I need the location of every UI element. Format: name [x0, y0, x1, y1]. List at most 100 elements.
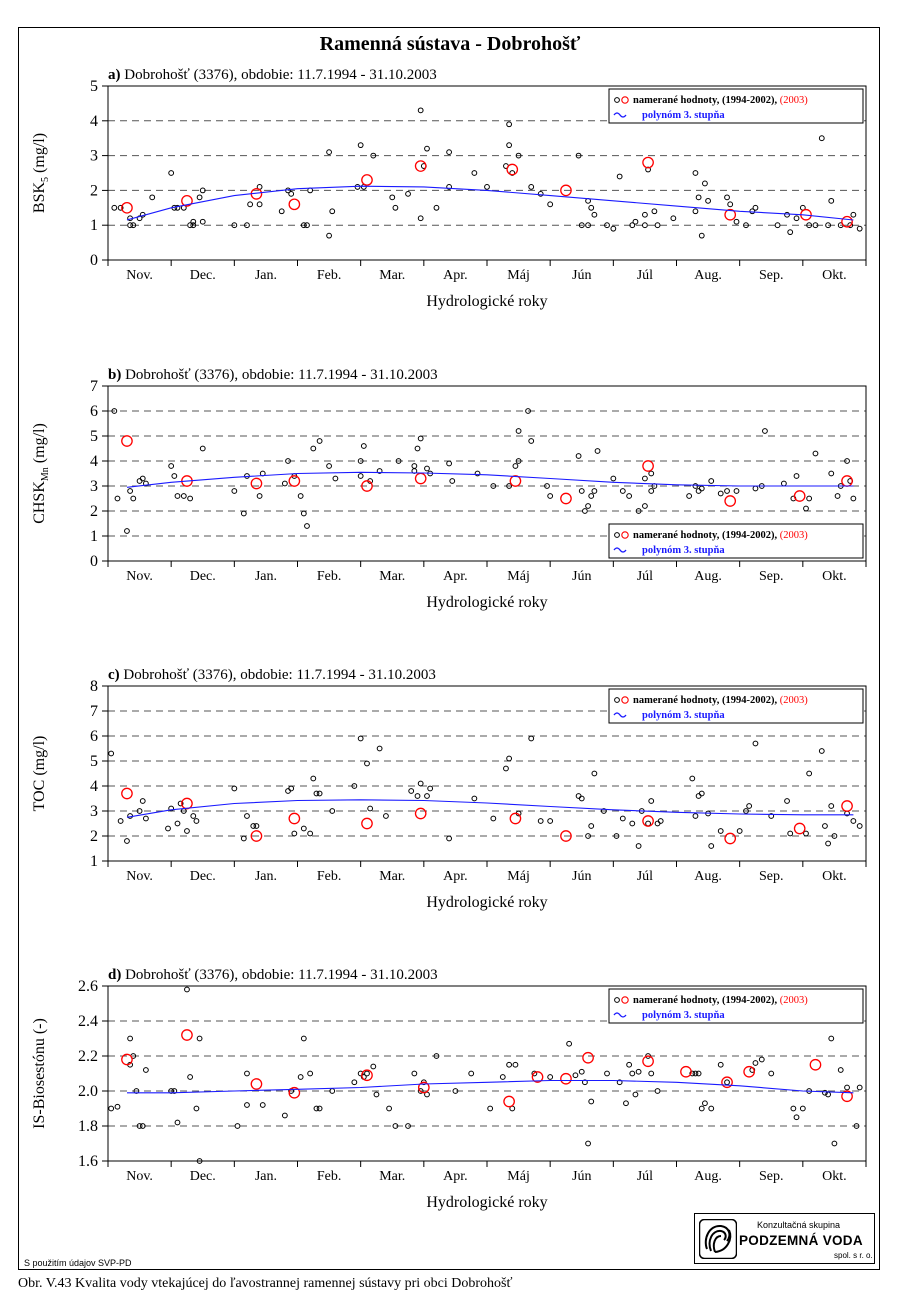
y-tick-label: 4 [90, 113, 98, 130]
data-point [736, 828, 743, 834]
data-point [199, 445, 206, 452]
y-axis-label: BSK5 (mg/l) [31, 133, 51, 213]
data-point [433, 1053, 440, 1059]
data-point [613, 833, 620, 839]
y-axis-label-main: CHSK [31, 481, 48, 524]
x-tick-label: Aug. [694, 268, 722, 283]
data-point-2003 [414, 472, 427, 485]
x-tick-label: Aug. [694, 869, 722, 884]
y-tick-label: 2.4 [78, 1013, 98, 1030]
data-point [585, 1140, 591, 1147]
data-point-2003 [560, 830, 572, 842]
legend: namerané hodnoty, (1994-2002), (2003) pol… [608, 988, 864, 1024]
legend-line-marker [613, 112, 627, 118]
data-point [702, 180, 708, 187]
data-point [307, 830, 314, 837]
data-point [424, 145, 430, 152]
data-point [256, 493, 263, 499]
y-axis-label-unit: (mg/l) [31, 423, 48, 467]
data-point [127, 488, 134, 494]
data-point [184, 828, 190, 834]
logo-line-1: Konzultačná skupina [757, 1220, 841, 1230]
data-point [575, 453, 582, 459]
data-point [635, 508, 642, 514]
legend-box [608, 88, 864, 124]
data-point [424, 465, 430, 472]
data-point [332, 475, 339, 482]
data-point [506, 1061, 513, 1068]
data-point [780, 480, 787, 487]
y-axis-label: TOC (mg/l) [31, 736, 48, 812]
y-tick-label: 0 [90, 252, 98, 269]
data-point [392, 204, 399, 211]
data-point-2003 [841, 1090, 853, 1103]
data-point [847, 222, 854, 229]
data-point [196, 194, 203, 201]
data-point [642, 503, 648, 509]
data-point [654, 222, 661, 229]
data-point-2003 [721, 1076, 733, 1089]
data-point [304, 523, 310, 529]
data-point [351, 783, 358, 789]
data-point [285, 788, 291, 794]
y-axis-label-unit: (mg/l) [31, 736, 48, 780]
y-axis-label: IS-Biosestónu (-) [31, 1018, 48, 1129]
data-point [689, 1070, 696, 1077]
data-point [326, 149, 332, 156]
data-point [259, 1102, 266, 1108]
source-note: S použitím údajov SVP-PD [24, 1258, 132, 1268]
y-tick-label: 4 [90, 453, 98, 470]
data-point [291, 830, 298, 837]
chart-2: b) Dobrohošť (3376), obdobie: 11.7.1994 … [31, 367, 867, 611]
data-point [389, 194, 396, 201]
legend-marker-2003 [621, 96, 629, 104]
data-point [244, 1070, 250, 1077]
data-point [168, 170, 175, 176]
chart-title: b) Dobrohošť (3376), obdobie: 11.7.1994 … [108, 367, 438, 383]
data-point [171, 473, 178, 479]
y-tick-label: 1 [90, 528, 98, 545]
legend: namerané hodnoty, (1994-2002), (2003) pol… [608, 88, 864, 124]
x-tick-label: Jan. [255, 268, 277, 283]
data-point [433, 204, 440, 211]
data-point [774, 222, 781, 229]
x-tick-label: Feb. [317, 869, 342, 884]
data-point [300, 222, 307, 229]
data-point [376, 745, 383, 752]
data-point [698, 485, 705, 492]
data-point [528, 184, 535, 190]
data-point [831, 833, 838, 839]
data-point [632, 1091, 639, 1098]
data-point [357, 735, 364, 742]
data-point [547, 1074, 554, 1080]
data-point [547, 818, 554, 824]
y-axis-label-unit: (-) [31, 1018, 48, 1038]
data-point [698, 1105, 705, 1112]
legend-polynomial-label: polynóm 3. stupňa [642, 710, 725, 721]
data-point [610, 225, 617, 232]
x-tick-label: Dec. [190, 569, 216, 584]
polynomial-line [126, 799, 854, 818]
data-point [193, 818, 200, 824]
data-point [850, 495, 857, 502]
data-point [427, 785, 434, 792]
data-point-2003 [288, 812, 301, 825]
data-point [717, 828, 724, 834]
data-point [619, 488, 626, 494]
data-point [604, 222, 610, 229]
data-point [304, 222, 310, 229]
data-point-2003 [680, 1065, 692, 1078]
data-point [834, 493, 841, 499]
legend-marker-2003 [621, 696, 629, 704]
company-logo: Konzultačná skupina PODZEMNÁ VODA spol. … [694, 1213, 875, 1264]
data-point-2003 [743, 1065, 755, 1078]
y-tick-label: 7 [90, 378, 98, 395]
x-tick-label: Aug. [694, 1169, 722, 1184]
data-point [316, 790, 323, 797]
data-point [313, 790, 320, 797]
legend-line-marker [613, 1012, 627, 1018]
data-point-2003 [582, 1051, 594, 1064]
data-point [364, 760, 370, 767]
data-point [408, 788, 415, 794]
legend-marker-2003 [621, 996, 629, 1004]
